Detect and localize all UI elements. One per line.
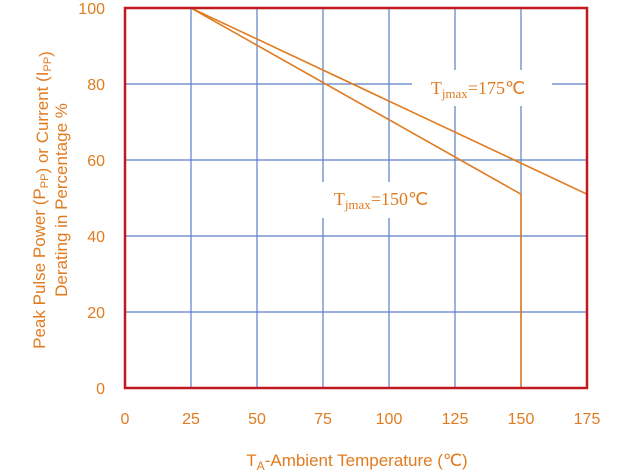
- x-tick-label: 25: [182, 411, 200, 428]
- y-tick-label: 60: [87, 153, 105, 170]
- x-tick-label: 150: [508, 411, 535, 428]
- y-axis-title-subscript: PP: [42, 57, 54, 72]
- y-axis-title-text: ) or Current (I: [33, 72, 52, 174]
- annotation-label-1: Tjmax=175℃: [412, 70, 552, 106]
- annotation-main: T: [431, 78, 442, 98]
- x-tick-label: 125: [442, 411, 469, 428]
- x-axis-title: TA-Ambient Temperature (℃): [246, 451, 467, 473]
- y-tick-label: 20: [87, 305, 105, 322]
- annotation-label-2: Tjmax=150℃: [314, 182, 448, 218]
- x-tick-label: 0: [121, 411, 130, 428]
- annotation-background: [314, 182, 448, 218]
- plot-frame: [123, 6, 589, 390]
- x-axis-title-main: T: [246, 451, 256, 470]
- annotation-rest: =150℃: [371, 189, 428, 209]
- y-axis-title-line1: Peak Pulse Power (PPP) or Current (IPP): [30, 51, 55, 349]
- x-axis-title-rest: -Ambient Temperature (℃): [265, 451, 468, 470]
- annotation-main: T: [334, 189, 345, 209]
- annotation-text: Tjmax=150℃: [334, 189, 428, 212]
- y-axis-title-text: ): [36, 51, 55, 57]
- y-tick-label: 100: [78, 1, 105, 18]
- annotation-sub: jmax: [344, 197, 371, 212]
- y-tick-label: 40: [87, 229, 105, 246]
- y-tick-label: 80: [87, 77, 105, 94]
- x-tick-labels: 0 25 50 75 100 125 150 175: [121, 411, 601, 428]
- x-axis-title-sub: A: [257, 459, 265, 473]
- annotation-rest: =175℃: [468, 78, 525, 98]
- x-tick-label: 50: [248, 411, 266, 428]
- x-tick-label: 175: [574, 411, 601, 428]
- annotation-background: [412, 70, 552, 106]
- y-axis-title-subscript: PP: [39, 174, 51, 189]
- x-tick-label: 75: [314, 411, 332, 428]
- y-axis-title: Peak Pulse Power (PPP) or Current (IPP) …: [30, 51, 71, 349]
- y-tick-label: 0: [96, 381, 105, 398]
- x-tick-label: 100: [376, 411, 403, 428]
- y-axis-title-line2: Derating in Percentage %: [52, 103, 71, 297]
- annotation-text: Tjmax=175℃: [431, 78, 525, 101]
- annotation-sub: jmax: [441, 86, 468, 101]
- y-axis-title-text: Peak Pulse Power (P: [30, 188, 49, 349]
- y-tick-labels: 0 20 40 60 80 100: [78, 1, 105, 398]
